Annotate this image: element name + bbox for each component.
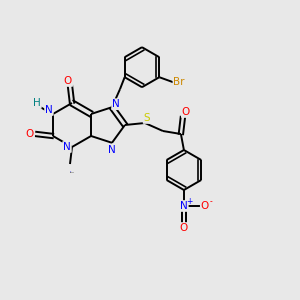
Text: O: O [26,129,34,139]
Text: O: O [180,223,188,233]
Text: N: N [180,201,188,211]
Text: O: O [64,76,72,86]
Text: N: N [108,145,116,155]
Text: methyl: methyl [70,172,74,173]
Text: -: - [209,197,212,206]
Text: O: O [201,201,209,211]
Text: +: + [186,197,192,206]
Text: H: H [33,98,41,108]
Text: Br: Br [173,77,185,87]
Text: N: N [45,105,53,115]
Text: O: O [182,107,190,117]
Text: S: S [144,113,150,123]
Text: N: N [112,99,120,109]
Text: N: N [63,142,71,152]
